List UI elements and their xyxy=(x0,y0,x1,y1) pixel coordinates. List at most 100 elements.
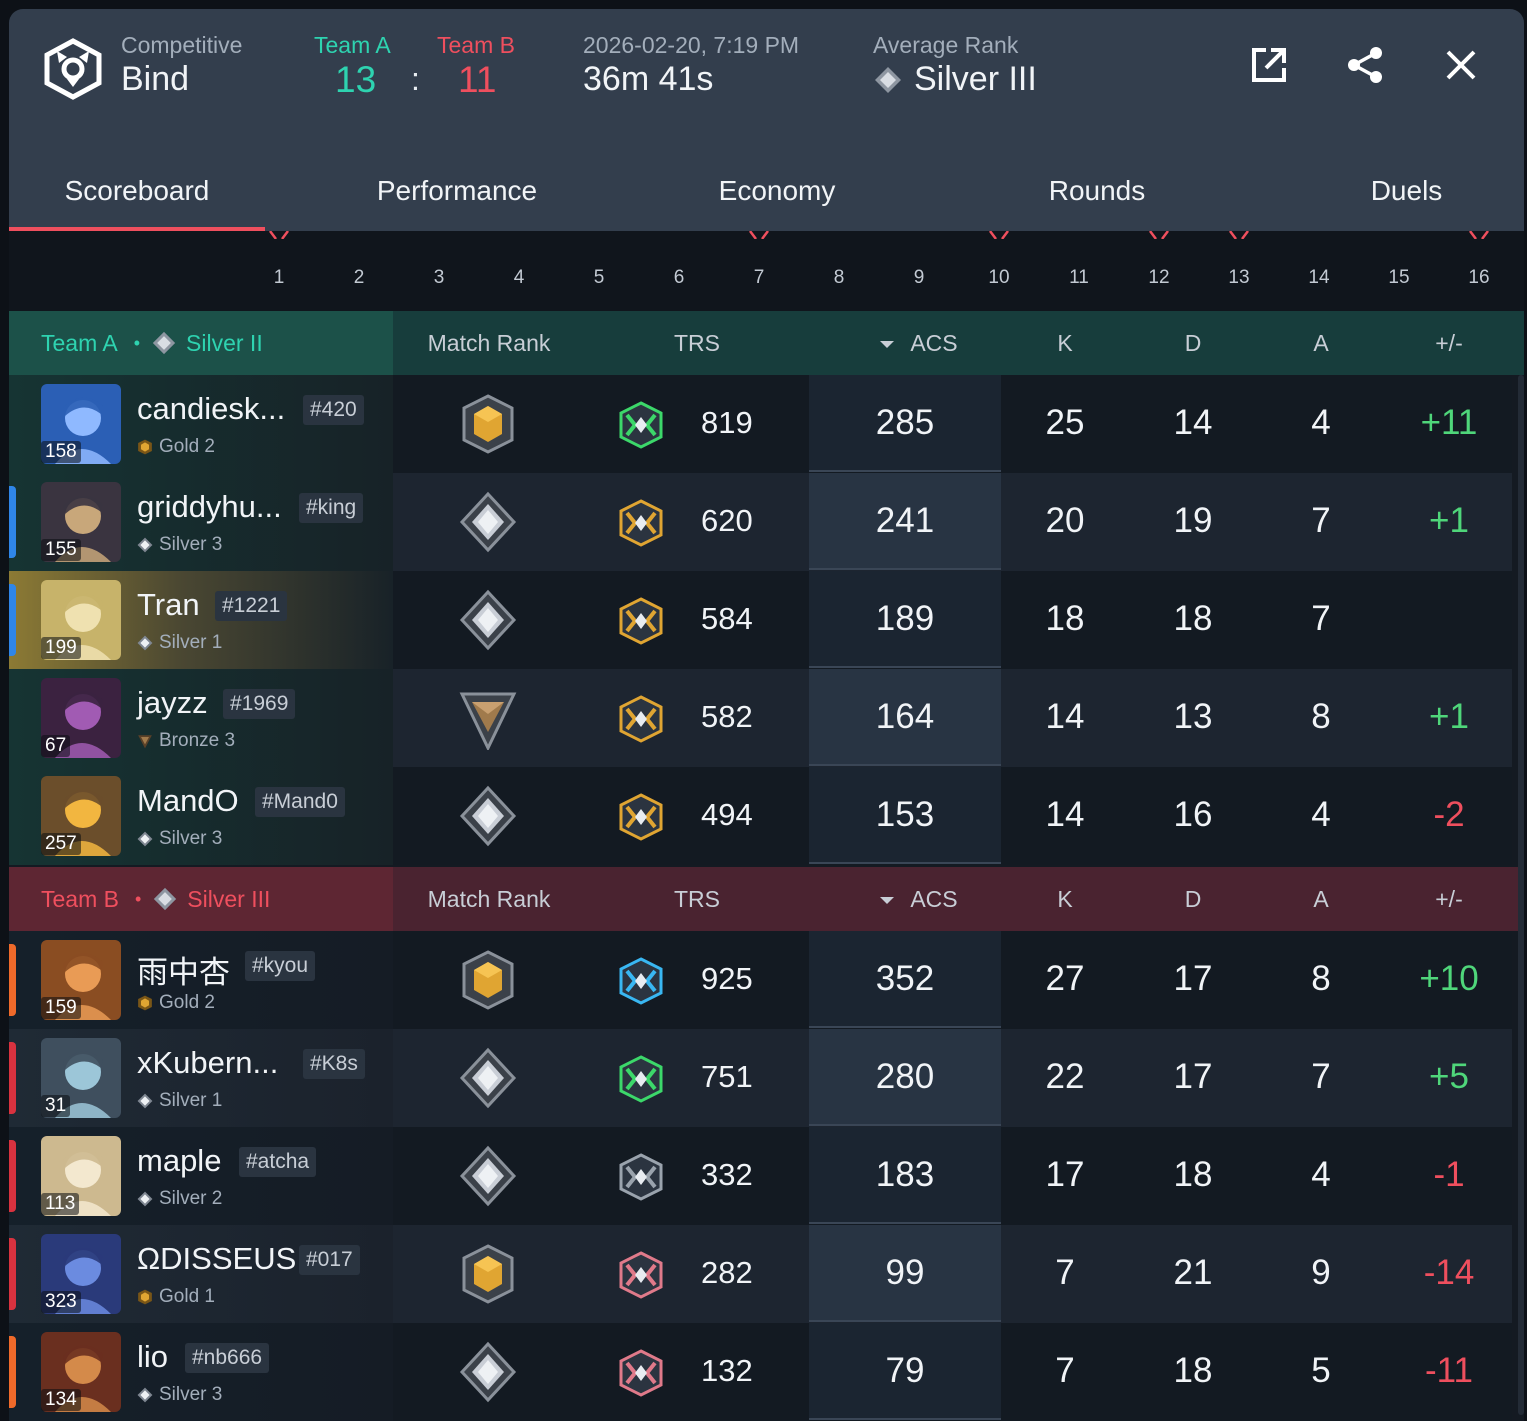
player-name[interactable]: maple xyxy=(137,1143,222,1178)
tab-rounds[interactable]: Rounds xyxy=(1048,175,1146,206)
player-rank-label: Silver 3 xyxy=(159,534,223,555)
sort-desc-icon xyxy=(880,340,895,348)
kills-header[interactable]: K xyxy=(1057,329,1073,356)
round-number[interactable]: 1 xyxy=(273,267,285,288)
match-rank-silver-icon xyxy=(459,1145,517,1207)
player-cell[interactable]: 323 ΩDISSEUS #017 Gold 1 xyxy=(9,1225,393,1323)
acs-cell xyxy=(809,931,1001,1028)
trs-header[interactable]: TRS xyxy=(674,329,720,356)
player-name[interactable]: griddyhu... xyxy=(137,489,282,524)
assists-header[interactable]: A xyxy=(1313,329,1329,356)
player-row[interactable]: 199 Tran #1221 Silver 1 584 189 18 18 7 xyxy=(9,571,1512,669)
silver-rank-icon xyxy=(137,635,153,651)
player-row[interactable]: 155 griddyhu... #king Silver 3 620 241 20 19 7 +1 xyxy=(9,473,1512,571)
round-number[interactable]: 15 xyxy=(1388,267,1410,288)
trs-tier-icon xyxy=(619,793,663,841)
trs-header[interactable]: TRS xyxy=(674,885,720,912)
player-cell[interactable]: 159 雨中杏 #kyou Gold 2 xyxy=(9,931,393,1029)
player-rank: Silver 2 xyxy=(137,1188,222,1210)
game-mode: Competitive xyxy=(121,32,243,58)
player-name[interactable]: jayzz xyxy=(137,685,208,720)
round-number[interactable]: 11 xyxy=(1069,267,1089,288)
trs-tier-icon xyxy=(619,401,663,449)
assists-header[interactable]: A xyxy=(1313,885,1329,912)
acs-header[interactable]: ACS xyxy=(849,330,989,357)
player-row[interactable]: 113 maple #atcha Silver 2 332 183 17 18 4 -1 xyxy=(9,1127,1512,1225)
player-row[interactable]: 323 ΩDISSEUS #017 Gold 1 282 99 7 21 9 -14 xyxy=(9,1225,1512,1323)
match-rank-silver-icon xyxy=(459,785,517,847)
round-number[interactable]: 7 xyxy=(753,267,765,288)
round-number[interactable]: 16 xyxy=(1468,267,1490,288)
player-tag: #kyou xyxy=(245,951,316,981)
round-number[interactable]: 4 xyxy=(513,267,525,288)
deaths-header[interactable]: D xyxy=(1184,329,1202,356)
round-number[interactable]: 12 xyxy=(1148,267,1170,288)
assists-value: 7 xyxy=(1311,1057,1331,1096)
round-result-marker xyxy=(269,231,289,239)
trs-value: 620 xyxy=(701,503,753,538)
plus-minus-value: -14 xyxy=(1423,1253,1475,1292)
tab-performance[interactable]: Performance xyxy=(376,175,538,206)
round-number[interactable]: 9 xyxy=(913,267,925,288)
player-row[interactable]: 67 jayzz #1969 Bronze 3 582 164 14 13 8 +1 xyxy=(9,669,1512,767)
plus-minus-value: -2 xyxy=(1433,795,1465,834)
kills-value: 14 xyxy=(1045,795,1085,834)
round-number[interactable]: 10 xyxy=(988,267,1010,288)
round-number[interactable]: 8 xyxy=(833,267,845,288)
plus-minus-header[interactable]: +/- xyxy=(1435,329,1463,356)
player-name[interactable]: Tran xyxy=(137,587,200,622)
player-rank: Gold 2 xyxy=(137,436,215,458)
match-rank-header[interactable]: Match Rank xyxy=(427,885,551,912)
player-row[interactable]: 257 MandO #Mand0 Silver 3 494 153 14 16 4 -2 xyxy=(9,767,1512,865)
scrollbar[interactable] xyxy=(1518,375,1524,1415)
player-row[interactable]: 159 雨中杏 #kyou Gold 2 925 352 27 17 8 +10 xyxy=(9,931,1512,1029)
round-number[interactable]: 6 xyxy=(673,267,685,288)
player-tag: #1969 xyxy=(223,689,296,719)
player-name[interactable]: 雨中杏 xyxy=(137,955,230,990)
player-row[interactable]: 134 lio #nb666 Silver 3 132 79 7 18 5 -11 xyxy=(9,1323,1512,1421)
silver-rank-icon xyxy=(152,331,176,355)
player-cell[interactable]: 158 candiesk... #420 Gold 2 xyxy=(9,375,393,473)
share-icon[interactable] xyxy=(1345,45,1385,85)
party-indicator xyxy=(9,1140,16,1212)
player-cell[interactable]: 257 MandO #Mand0 Silver 3 xyxy=(9,767,393,865)
player-row[interactable]: 158 candiesk... #420 Gold 2 819 285 25 14 4 +11 xyxy=(9,375,1512,473)
kills-header[interactable]: K xyxy=(1057,885,1073,912)
plus-minus-header[interactable]: +/- xyxy=(1435,885,1463,912)
player-cell[interactable]: 67 jayzz #1969 Bronze 3 xyxy=(9,669,393,767)
player-cell[interactable]: 199 Tran #1221 Silver 1 xyxy=(9,571,393,669)
assists-value: 7 xyxy=(1311,501,1331,540)
player-cell[interactable]: 113 maple #atcha Silver 2 xyxy=(9,1127,393,1225)
player-name[interactable]: lio xyxy=(137,1339,169,1374)
match-details-window: Competitive Bind Team A Team B 13 : 11 2… xyxy=(9,9,1524,1421)
player-cell[interactable]: 31 xKubern... #K8s Silver 1 xyxy=(9,1029,393,1127)
player-cell[interactable]: 155 griddyhu... #king Silver 3 xyxy=(9,473,393,571)
player-name[interactable]: xKubern... xyxy=(137,1045,279,1080)
round-number[interactable]: 2 xyxy=(353,267,365,288)
external-link-icon[interactable] xyxy=(1249,45,1289,85)
team-a-label: Team A xyxy=(314,32,391,58)
tab-duels[interactable]: Duels xyxy=(1370,175,1443,206)
acs-header[interactable]: ACS xyxy=(849,886,989,913)
player-name[interactable]: ΩDISSEUS xyxy=(137,1241,297,1276)
close-icon[interactable] xyxy=(1441,45,1481,85)
round-number[interactable]: 13 xyxy=(1228,267,1250,288)
round-number[interactable]: 5 xyxy=(593,267,605,288)
player-name[interactable]: candiesk... xyxy=(137,391,286,426)
acs-value: 189 xyxy=(875,599,935,638)
trs-value: 819 xyxy=(701,405,753,440)
average-rank-value: Silver III xyxy=(914,60,1037,98)
tab-economy[interactable]: Economy xyxy=(718,175,836,206)
acs-header-label: ACS xyxy=(910,329,958,356)
round-number[interactable]: 3 xyxy=(433,267,445,288)
match-rank-silver-icon xyxy=(459,1047,517,1109)
round-number[interactable]: 14 xyxy=(1308,267,1330,288)
gold-rank-icon xyxy=(138,439,152,455)
silver-rank-icon xyxy=(137,537,153,553)
deaths-header[interactable]: D xyxy=(1184,885,1202,912)
player-row[interactable]: 31 xKubern... #K8s Silver 1 751 280 22 17 7 +5 xyxy=(9,1029,1512,1127)
player-cell[interactable]: 134 lio #nb666 Silver 3 xyxy=(9,1323,393,1421)
tab-scoreboard[interactable]: Scoreboard xyxy=(9,149,265,231)
player-name[interactable]: MandO xyxy=(137,783,239,818)
match-rank-header[interactable]: Match Rank xyxy=(427,329,551,356)
